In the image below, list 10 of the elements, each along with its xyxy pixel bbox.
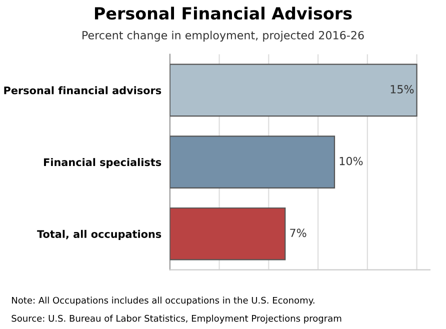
text: Note: All Occupations includes all occupations in the U.S. Economy. xyxy=(12,296,314,306)
data-label: 7% xyxy=(290,228,306,238)
data-label: 10% xyxy=(340,156,363,166)
y-tick-label: Personal financial advisors xyxy=(4,86,162,94)
data-label: 15% xyxy=(390,85,414,94)
chart-title: Personal Financial Advisors xyxy=(94,6,352,20)
y-tick-label: Financial specialists xyxy=(44,158,162,168)
source-note: Source: U.S. Bureau of Labor Statistics, Employment Projections program xyxy=(12,314,342,324)
chart-subtitle: Percent change in employment, projected 2016-26 xyxy=(82,30,364,42)
y-tick-label: Total, all occupations xyxy=(37,230,162,240)
